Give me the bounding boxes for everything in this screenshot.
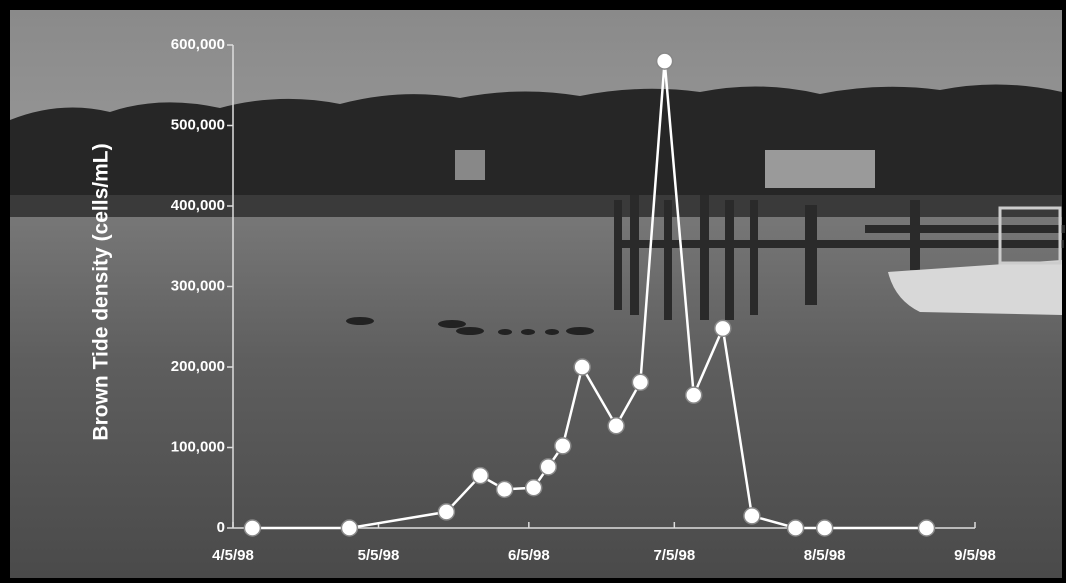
data-point [495,480,514,499]
y-tick-label: 400,000 [171,197,225,214]
x-tick-label: 8/5/98 [804,547,846,564]
y-tick-label: 0 [217,519,225,536]
data-point [524,479,543,497]
y-tick-label: 500,000 [171,116,225,133]
data-point [815,519,834,537]
data-point [743,507,761,525]
x-tick-label: 4/5/98 [212,547,254,564]
data-point [786,519,805,537]
data-point [655,52,674,70]
data-point [573,358,591,376]
x-tick-label: 6/5/98 [508,547,550,564]
y-tick-label: 600,000 [171,36,225,53]
data-point [684,386,703,404]
data-point [539,458,557,476]
x-tick-label: 9/5/98 [954,547,996,564]
x-tick-label: 5/5/98 [358,547,400,564]
data-point [340,519,359,537]
y-axis-label: Brown Tide density (cells/mL) [90,143,113,440]
data-point [471,466,490,485]
y-tick-label: 300,000 [171,277,225,294]
data-point [437,503,456,521]
y-tick-label: 200,000 [171,358,225,375]
data-point [243,519,262,537]
data-point [714,319,732,338]
data-point [554,437,572,455]
photo-background [10,10,1065,578]
y-tick-label: 100,000 [171,438,225,455]
data-point [631,373,650,392]
data-point [607,417,625,435]
x-tick-label: 7/5/98 [653,547,695,564]
data-point [917,519,936,537]
